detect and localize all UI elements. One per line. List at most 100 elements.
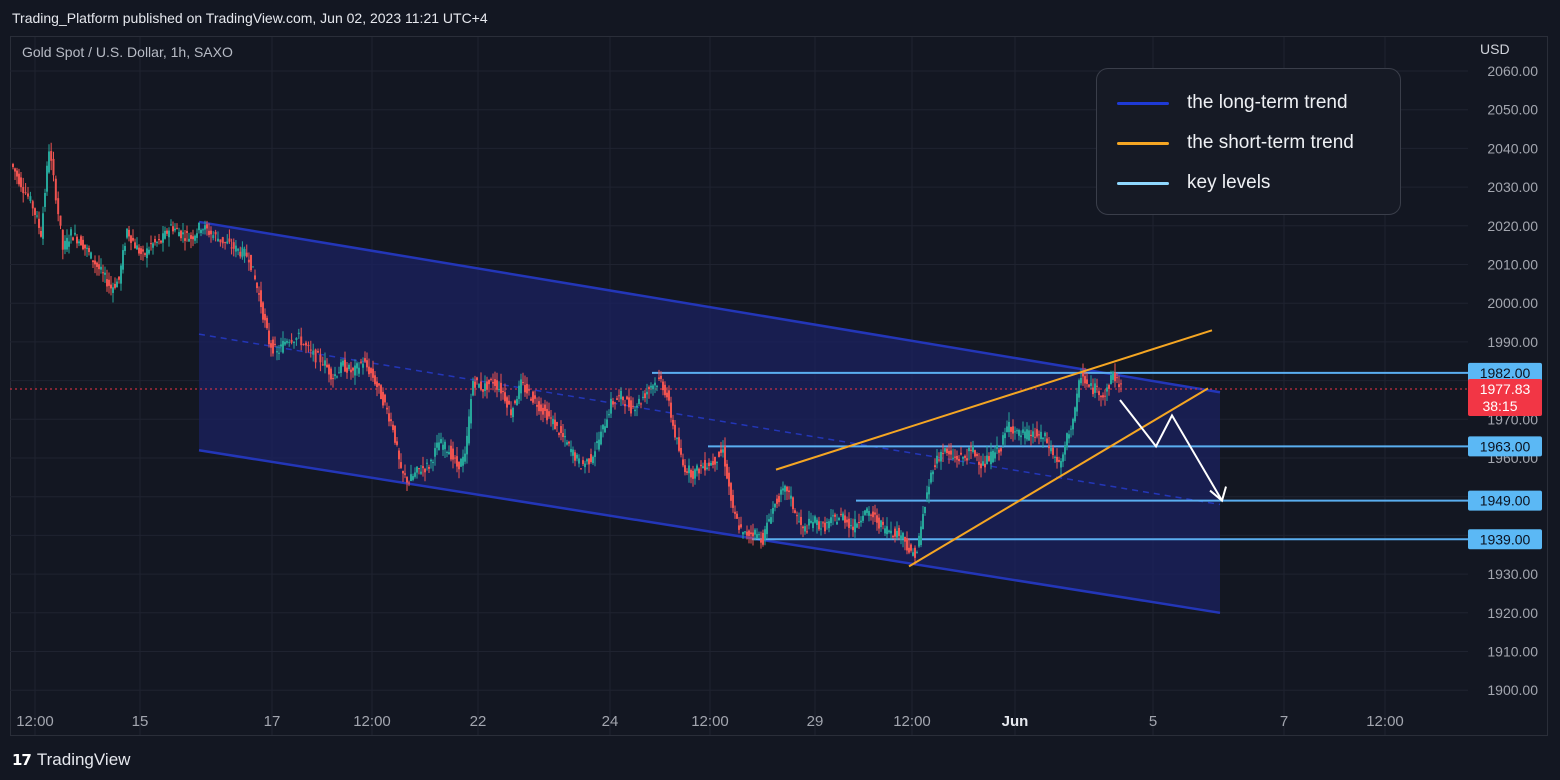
candle-body <box>876 515 878 523</box>
legend-label-long-term: the long-term trend <box>1187 92 1348 113</box>
candle-body <box>652 385 654 390</box>
candle-body <box>582 460 584 464</box>
candle-body <box>658 377 660 380</box>
candle-body <box>182 232 184 235</box>
candle-body <box>108 279 110 286</box>
candle-body <box>862 515 864 521</box>
candle-body <box>416 466 418 473</box>
candle-body <box>221 237 224 244</box>
legend-label-short-term: the short-term trend <box>1187 132 1354 153</box>
candle-body <box>456 456 458 467</box>
candle-body <box>1002 435 1004 445</box>
candle-body <box>232 242 235 249</box>
candle-body <box>628 397 630 408</box>
candle-body <box>142 249 144 252</box>
candle-body <box>228 238 231 242</box>
candle-body <box>450 445 452 460</box>
candle-body <box>1036 429 1038 437</box>
candle-body <box>202 229 204 231</box>
candle-body <box>702 466 704 469</box>
candle-body <box>890 530 892 534</box>
candle-body <box>818 521 820 530</box>
candle-body <box>506 397 508 408</box>
candle-body <box>356 363 358 369</box>
candle-body <box>336 376 338 378</box>
candle-body <box>410 474 412 482</box>
candle-body <box>112 287 114 293</box>
candle-body <box>874 512 876 515</box>
candle-body <box>494 379 496 386</box>
candle-body <box>534 395 536 399</box>
candle-body <box>878 517 880 529</box>
candle-body <box>576 454 578 459</box>
candle-body <box>166 230 168 234</box>
candle-body <box>1088 384 1090 387</box>
candle-body <box>636 405 638 408</box>
candle-body <box>748 530 750 536</box>
candle-body <box>1096 385 1098 387</box>
candle-body <box>930 472 932 483</box>
candle-body <box>284 341 286 345</box>
short-trend-lower-line <box>908 387 1209 568</box>
candle-body <box>1106 387 1108 392</box>
candle-body <box>460 458 462 467</box>
candle-body <box>72 237 74 241</box>
candle-body <box>864 510 866 515</box>
key-level-badge-text: 1949.00 <box>1480 493 1531 509</box>
candle-body <box>146 248 148 259</box>
candle-body <box>247 259 250 263</box>
candle-body <box>842 513 844 521</box>
candle-body <box>68 241 70 247</box>
candle-body <box>436 442 438 448</box>
candle-body <box>706 467 708 470</box>
candle-body <box>1050 447 1052 452</box>
candle-body <box>928 486 930 495</box>
legend-swatch-short-term <box>1117 141 1169 145</box>
candle-body <box>476 377 478 381</box>
candle-body <box>86 247 88 249</box>
candle-body <box>12 163 14 168</box>
candle-body <box>856 523 858 528</box>
candle-body <box>790 495 792 499</box>
candle-body <box>50 151 53 161</box>
candle-body <box>340 362 342 373</box>
candle-body <box>250 254 252 271</box>
candle-body <box>726 463 728 479</box>
candle-body <box>768 519 770 522</box>
candle-body <box>22 186 25 194</box>
candle-body <box>886 526 888 535</box>
candle-body <box>846 519 848 523</box>
candle-body <box>286 340 288 343</box>
candle-body <box>454 457 456 459</box>
candle-body <box>264 313 266 321</box>
candle-body <box>1000 448 1002 452</box>
candle-body <box>406 477 408 483</box>
candle-body <box>828 521 830 529</box>
candle-body <box>370 368 372 374</box>
candle-body <box>884 528 886 534</box>
y-tick-label: 2050.00 <box>1487 102 1538 118</box>
candle-body <box>548 411 550 417</box>
candle-body <box>892 535 894 538</box>
candle-body <box>330 368 332 380</box>
candle-body <box>217 238 219 242</box>
candle-body <box>574 452 576 461</box>
candle-body <box>82 239 84 250</box>
y-tick-label: 2020.00 <box>1487 218 1538 234</box>
candle-body <box>670 402 672 418</box>
candle-body <box>986 455 988 465</box>
candle-body <box>962 457 964 459</box>
candle-body <box>820 528 822 530</box>
candle-body <box>1054 456 1056 458</box>
candle-body <box>664 384 666 396</box>
candle-body <box>936 455 938 464</box>
candle-body <box>1108 385 1110 389</box>
x-tick-label: 29 <box>807 713 824 730</box>
tradingview-logo[interactable]: 17 TradingView <box>12 750 130 770</box>
candle-body <box>57 198 60 215</box>
candle-body <box>384 394 386 403</box>
candle-body <box>608 414 610 416</box>
candle-body <box>562 432 564 438</box>
candle-body <box>350 369 352 373</box>
